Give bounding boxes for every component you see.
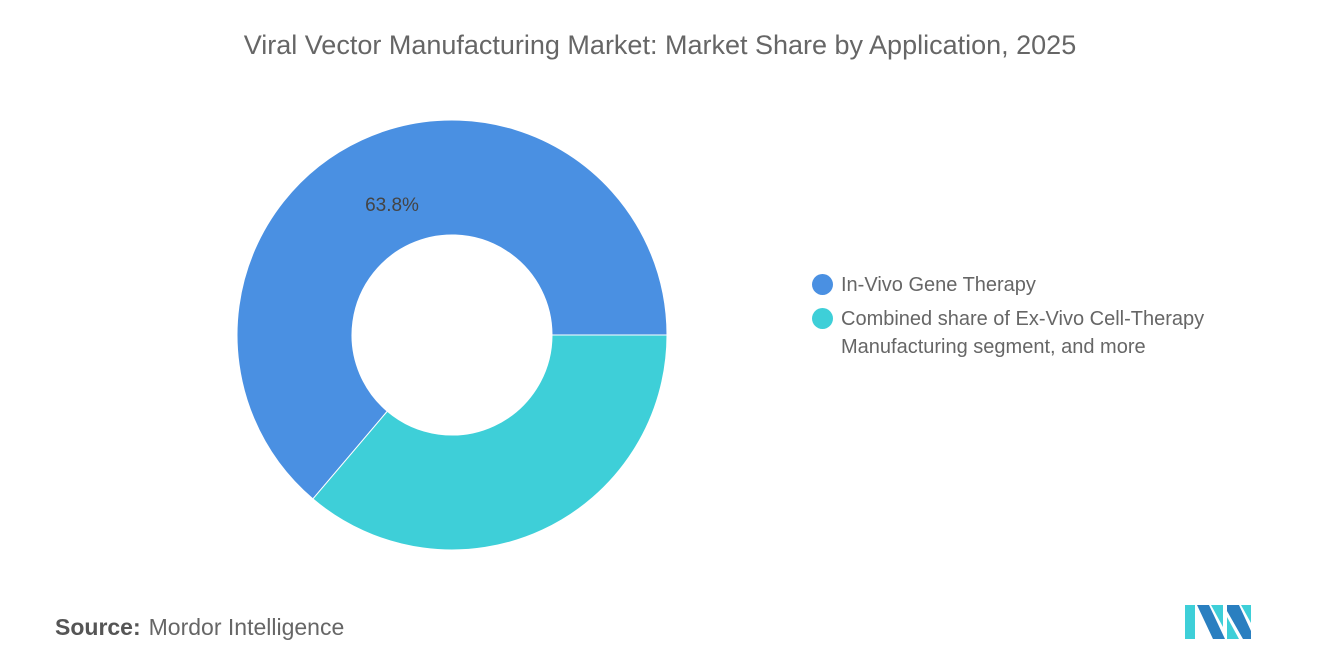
data-label-0: 63.8% bbox=[365, 195, 419, 216]
source-note: Source: Mordor Intelligence bbox=[55, 614, 344, 641]
source-label: Source: bbox=[55, 614, 141, 640]
chart-title: Viral Vector Manufacturing Market: Marke… bbox=[243, 30, 1077, 60]
legend-label: In-Vivo Gene Therapy bbox=[841, 274, 1036, 296]
legend: In-Vivo Gene Therapy Combined share of E… bbox=[812, 271, 1261, 367]
legend-label: Combined share of Ex-Vivo Cell-Therapy M… bbox=[841, 308, 1205, 358]
mordor-logo bbox=[1185, 605, 1251, 639]
legend-swatch bbox=[812, 308, 833, 329]
legend-item-1[interactable]: Combined share of Ex-Vivo Cell-Therapy M… bbox=[812, 305, 1261, 361]
legend-swatch bbox=[812, 274, 833, 295]
donut-slice-1[interactable] bbox=[312, 334, 668, 551]
donut-slice-0[interactable] bbox=[236, 119, 668, 500]
legend-item-0[interactable]: In-Vivo Gene Therapy bbox=[812, 271, 1261, 299]
source-value: Mordor Intelligence bbox=[148, 614, 345, 640]
